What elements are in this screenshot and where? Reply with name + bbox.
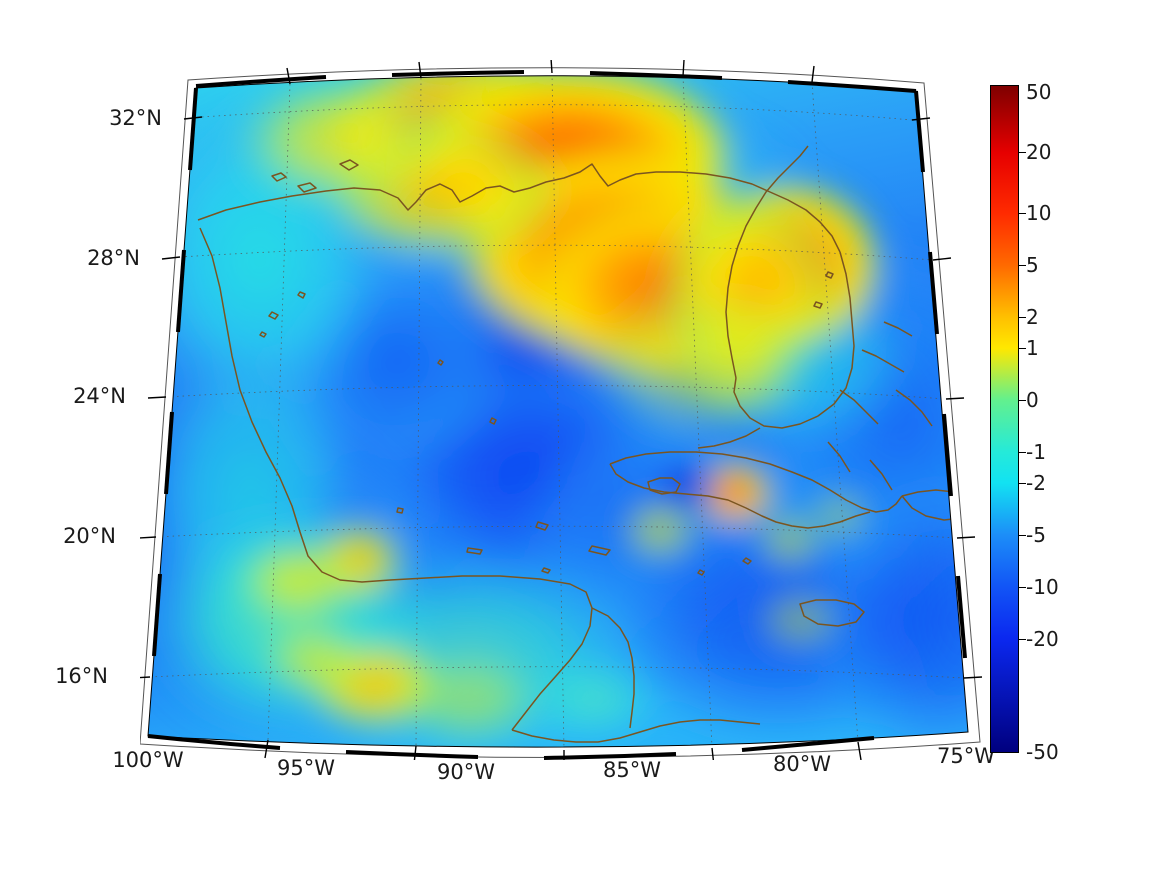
colorbar-label-neg5: -5 — [1026, 523, 1046, 547]
colorbar-label-10: 10 — [1026, 201, 1052, 225]
colorbar-label-2: 2 — [1026, 305, 1039, 329]
colorbar-tick-0 — [1019, 400, 1026, 401]
colorbar-tick-neg10 — [1019, 587, 1026, 588]
colorbar-label-20: 20 — [1026, 140, 1052, 164]
lon-tick-label-80w: 80°W — [773, 752, 831, 776]
colorbar-tick-20 — [1019, 152, 1026, 153]
colorbar-tick-2 — [1019, 317, 1026, 318]
colorbar-tick-5 — [1019, 265, 1026, 266]
lat-tick-label-24n: 24°N — [73, 384, 126, 408]
lat-tick-label-32n: 32°N — [109, 106, 162, 130]
lat-tick-label-16n: 16°N — [55, 664, 108, 688]
lon-tick-label-75w: 75°W — [937, 744, 995, 768]
lon-tick-label-100w: 100°W — [112, 748, 184, 772]
colorbar — [990, 85, 1026, 753]
colorbar-label-neg20: -20 — [1026, 627, 1059, 651]
lon-tick-label-85w: 85°W — [603, 758, 661, 782]
colorbar-label-50: 50 — [1026, 80, 1052, 104]
map-plot — [140, 60, 983, 760]
colorbar-tick-neg5 — [1019, 535, 1026, 536]
coastlines — [197, 145, 968, 743]
colorbar-tick-10 — [1019, 213, 1026, 214]
colorbar-label-1: 1 — [1026, 336, 1039, 360]
colorbar-label-neg10: -10 — [1026, 575, 1059, 599]
colorbar-label-neg50: -50 — [1026, 740, 1059, 764]
colorbar-label-5: 5 — [1026, 253, 1039, 277]
lon-tick-label-95w: 95°W — [277, 756, 335, 780]
colorbar-tick-1 — [1019, 348, 1026, 349]
lat-tick-label-28n: 28°N — [87, 246, 140, 270]
colorbar-label-0: 0 — [1026, 388, 1039, 412]
graticule — [149, 75, 965, 748]
lon-tick-label-90w: 90°W — [437, 760, 495, 784]
colorbar-tick-neg1 — [1019, 452, 1026, 453]
colorbar-gradient — [990, 85, 1019, 753]
colorbar-tick-neg2 — [1019, 483, 1026, 484]
map-frame — [140, 60, 983, 760]
anomaly-field — [148, 75, 968, 748]
colorbar-label-neg2: -2 — [1026, 471, 1046, 495]
colorbar-tick-neg20 — [1019, 639, 1026, 640]
colorbar-label-neg1: -1 — [1026, 440, 1046, 464]
lat-tick-label-20n: 20°N — [63, 524, 116, 548]
